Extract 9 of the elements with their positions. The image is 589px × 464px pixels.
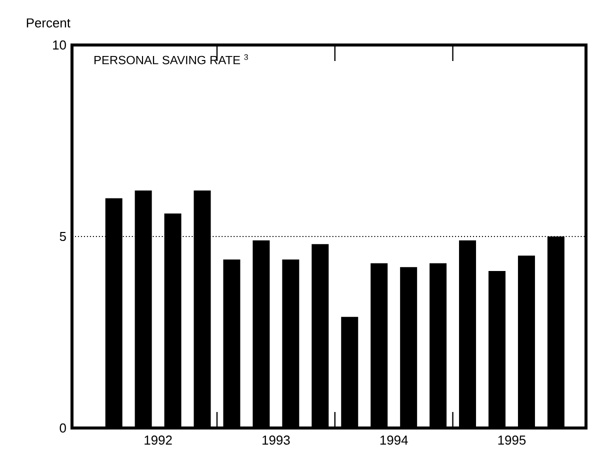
x-tick-label: 1993 xyxy=(262,436,290,445)
y-tick-label: 5 xyxy=(60,232,66,242)
x-tick-label: 1992 xyxy=(144,436,172,445)
text: PERSONAL SAVING RATE $^{3}$ xyxy=(94,54,248,64)
x-tick-label: 1994 xyxy=(380,436,408,445)
y-tick-label: 0 xyxy=(60,423,66,433)
x-tick-label: 1995 xyxy=(498,436,526,445)
y-tick-label: 10 xyxy=(53,40,66,50)
y-axis-title: Percent xyxy=(26,18,70,28)
